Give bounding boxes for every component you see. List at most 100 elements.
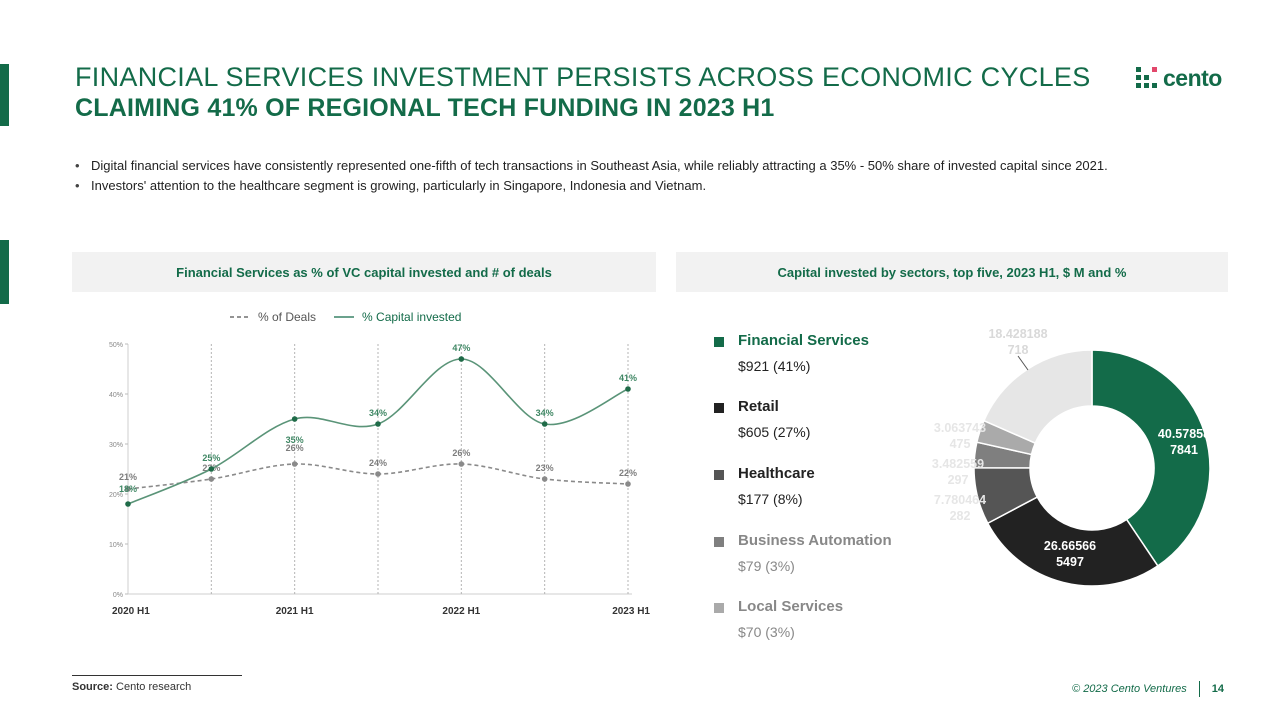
x-tick-label: 2022 H1 bbox=[442, 606, 480, 617]
sector-name: Healthcare bbox=[738, 465, 815, 482]
page-number: 14 bbox=[1211, 683, 1224, 695]
line-chart: 0% 10% 20% 30% 40% 50% 2020 H1 2021 H1 2022 H1 20… bbox=[109, 342, 650, 617]
donut-slice-label-line: 718 bbox=[1008, 343, 1029, 357]
donut-slice-label-line: 475 bbox=[950, 437, 971, 451]
deals-data-label: 22% bbox=[619, 468, 637, 478]
sector-color-swatch bbox=[714, 537, 724, 547]
donut-slice-label-line: 40.57858 bbox=[1158, 427, 1210, 441]
donut-chart-header: Capital invested by sectors, top five, 2… bbox=[676, 252, 1228, 292]
donut-slice-label: 3.063743 475 bbox=[934, 421, 986, 451]
deals-data-point bbox=[291, 461, 298, 467]
footer: © 2023 Cento Ventures 14 bbox=[1072, 681, 1224, 697]
sector-value: $605 (27%) bbox=[738, 424, 811, 440]
cento-logo-icon bbox=[1136, 67, 1157, 88]
bullet-item: Investors' attention to the healthcare s… bbox=[72, 176, 1222, 195]
donut-slice-label-line: 3.482559 bbox=[932, 457, 984, 471]
logo-text: cento bbox=[1163, 64, 1222, 91]
line-chart-header: Financial Services as % of VC capital in… bbox=[72, 252, 656, 292]
legend-label: % of Deals bbox=[258, 310, 317, 324]
capital-data-point bbox=[375, 421, 381, 427]
source-note: Source: Cento research bbox=[72, 681, 191, 693]
capital-data-label: 35% bbox=[286, 435, 304, 445]
y-tick-label: 10% bbox=[109, 542, 123, 549]
sector-name: Business Automation bbox=[738, 532, 892, 549]
donut-slice-label-line: 3.063743 bbox=[934, 421, 986, 435]
donut-slice bbox=[986, 496, 1159, 587]
donut-slice-label: 3.482559 297 bbox=[932, 457, 984, 487]
y-tick-label: 40% bbox=[109, 392, 123, 399]
donut-chart: 40.57858 7841 26.66566 5497 7.780464 282 3.482… bbox=[932, 327, 1211, 587]
sector-color-swatch bbox=[714, 603, 724, 613]
donut-slice bbox=[982, 349, 1093, 445]
capital-data-label: 41% bbox=[619, 373, 637, 383]
cento-logo: cento bbox=[1136, 64, 1222, 92]
x-tick-label: 2020 H1 bbox=[112, 606, 150, 617]
copyright: © 2023 Cento Ventures bbox=[1072, 683, 1187, 695]
capital-data-label: 34% bbox=[536, 408, 554, 418]
y-tick-label: 30% bbox=[109, 442, 123, 449]
source-divider bbox=[72, 675, 242, 676]
donut-label-leader-line bbox=[1017, 355, 1029, 371]
source-text: Cento research bbox=[116, 681, 192, 693]
y-tick-label: 20% bbox=[109, 492, 123, 499]
capital-data-point bbox=[541, 421, 548, 427]
donut-slice-label-line: 7.780464 bbox=[934, 493, 986, 507]
x-tick-label: 2021 H1 bbox=[276, 606, 314, 617]
capital-data-label: 18% bbox=[119, 484, 137, 494]
deals-data-point bbox=[541, 476, 548, 482]
sector-name: Retail bbox=[738, 398, 779, 415]
donut-slice-label-line: 26.66566 bbox=[1044, 539, 1096, 553]
donut-slice-label: 26.66566 5497 bbox=[1044, 539, 1096, 569]
donut-slice-label: 18.428188 718 bbox=[988, 327, 1047, 357]
footer-separator bbox=[1198, 681, 1200, 697]
deals-data-label: 26% bbox=[286, 443, 304, 453]
capital-data-label: 34% bbox=[369, 408, 387, 418]
sector-value: $177 (8%) bbox=[738, 491, 803, 507]
bullet-item: Digital financial services have consiste… bbox=[72, 156, 1222, 175]
accent-bar-middle bbox=[0, 240, 9, 304]
legend-item-deals: % of Deals bbox=[230, 310, 316, 324]
donut-slice-label: 40.57858 7841 bbox=[1158, 427, 1210, 457]
capital-data-point bbox=[208, 466, 215, 472]
sector-color-swatch bbox=[714, 403, 724, 413]
capital-data-point bbox=[458, 356, 465, 362]
source-label: Source: bbox=[72, 681, 113, 693]
deals-data-point bbox=[458, 461, 465, 467]
deals-data-point bbox=[625, 481, 631, 487]
deals-data-point bbox=[375, 471, 381, 477]
legend-item-capital: % Capital invested bbox=[334, 310, 461, 324]
deals-data-label: 26% bbox=[452, 448, 470, 458]
capital-data-label: 47% bbox=[452, 343, 470, 353]
donut-slice-label-line: 5497 bbox=[1056, 555, 1084, 569]
sector-value: $921 (41%) bbox=[738, 358, 811, 374]
page-subtitle: CLAIMING 41% OF REGIONAL TECH FUNDING IN… bbox=[75, 94, 775, 122]
deals-data-label: 21% bbox=[119, 472, 137, 482]
donut-slice-label: 7.780464 282 bbox=[934, 493, 986, 523]
sector-name: Financial Services bbox=[738, 332, 869, 349]
accent-bar-top bbox=[0, 64, 9, 126]
deals-data-label: 24% bbox=[369, 458, 387, 468]
capital-data-label: 25% bbox=[202, 453, 220, 463]
donut-slice-label-line: 282 bbox=[950, 509, 971, 523]
donut-slice-label-line: 18.428188 bbox=[988, 327, 1047, 341]
x-tick-label: 2023 H1 bbox=[612, 606, 650, 617]
deals-data-point bbox=[125, 486, 131, 492]
donut-slice-label-line: 297 bbox=[948, 473, 969, 487]
deals-data-label: 23% bbox=[536, 463, 554, 473]
bullet-list: Digital financial services have consiste… bbox=[72, 156, 1222, 196]
y-tick-label: 0% bbox=[113, 592, 123, 599]
sector-color-swatch bbox=[714, 470, 724, 480]
sector-name: Local Services bbox=[738, 598, 844, 615]
capital-data-point bbox=[291, 416, 298, 422]
page-title: FINANCIAL SERVICES INVESTMENT PERSISTS A… bbox=[75, 62, 1091, 92]
y-tick-label: 50% bbox=[109, 342, 123, 349]
sector-value: $70 (3%) bbox=[738, 624, 795, 640]
donut-slice bbox=[1091, 349, 1211, 567]
capital-data-point bbox=[125, 501, 131, 507]
line-chart-legend: % of Deals % Capital invested bbox=[230, 310, 461, 324]
deals-data-point bbox=[208, 476, 215, 482]
dashed-line-icon bbox=[230, 316, 250, 318]
legend-label: % Capital invested bbox=[362, 310, 462, 324]
sector-value: $79 (3%) bbox=[738, 558, 795, 574]
sector-color-swatch bbox=[714, 337, 724, 347]
